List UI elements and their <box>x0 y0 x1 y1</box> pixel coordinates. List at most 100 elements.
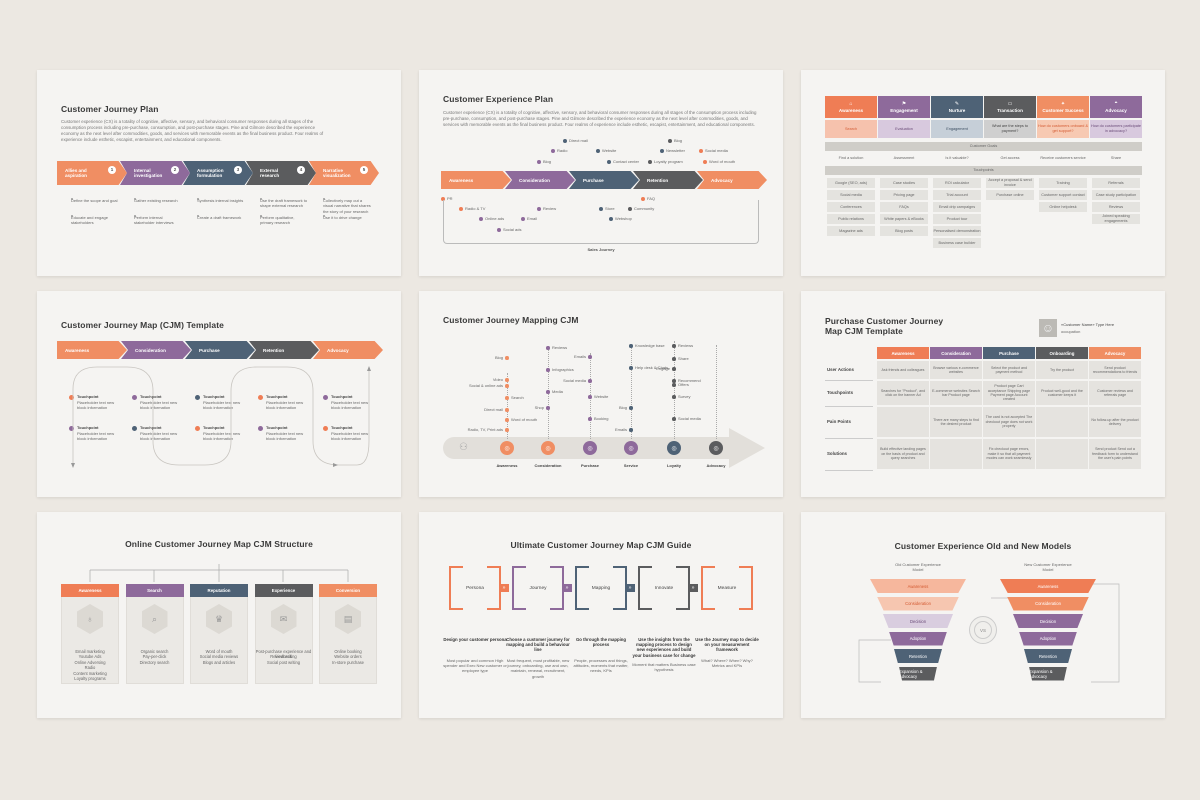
channel-dot <box>672 379 676 383</box>
touchpoint-text: Placeholder text new block information <box>77 431 115 442</box>
stage-label: Customer Success <box>1042 108 1084 113</box>
stem-line <box>674 341 675 439</box>
step-heading: Use the insights from the mapping proces… <box>632 637 696 658</box>
slide-purchase-cjm[interactable]: Purchase Customer Journey Map CJM Templa… <box>801 291 1165 497</box>
stage-question: How do customers participate in advocacy… <box>1090 120 1142 138</box>
table-cell: Searches for "Product", and click on the… <box>877 381 929 405</box>
card-line: Post-purchase experience and feedback <box>255 649 312 660</box>
journey-step-chevron: External research 4 <box>246 161 316 185</box>
slide-online-cjm-structure[interactable]: Online Customer Journey Map CJM Structur… <box>37 512 401 718</box>
channel-dot <box>668 139 672 143</box>
touchpoint-title: Touchpoint <box>203 425 225 430</box>
channel-dot <box>628 207 632 211</box>
slide-cx-old-new-models[interactable]: Customer Experience Old and New Models O… <box>801 512 1165 718</box>
step-bullet: Use the draft framework to shape externa… <box>260 198 308 209</box>
stage-header: ✎ Nurture <box>931 96 983 118</box>
step-label: Internal investigation <box>134 167 163 178</box>
card-line: Organic search <box>140 649 169 654</box>
touchpoint-title: Touchpoint <box>203 394 225 399</box>
table-cell: Send product recommendations to friends <box>1089 361 1141 379</box>
stage-question: How do customers onboard & get support? <box>1037 120 1089 138</box>
stage-chevron: Purchase <box>185 341 255 359</box>
stage-header: ⚑ Engagement <box>878 96 930 118</box>
card-line: In-store purchase <box>332 659 364 665</box>
bullet-text: Synthesis internal insights <box>197 198 244 203</box>
touchpoint-title: Touchpoint <box>266 425 288 430</box>
channel-dot <box>505 378 509 382</box>
card-line: Email marketing <box>75 649 105 654</box>
slide-customer-experience-plan[interactable]: Customer Experience Plan Customer experi… <box>419 70 783 276</box>
table-cell: The card is not accepted The checkout pa… <box>983 407 1035 437</box>
slide-cjm-mapping[interactable]: Customer Journey Mapping CJM ⚇ ◎ Awarenes… <box>419 291 783 497</box>
bullet-text: Define the scope and goal <box>71 198 118 203</box>
channel-dot <box>505 418 509 422</box>
stem-line <box>507 373 508 439</box>
table-cell: E-commerce websites Search bar Product p… <box>930 381 982 405</box>
journey-card <box>125 584 184 684</box>
stage-question: Evaluation <box>878 120 930 138</box>
step-label: Measure <box>717 585 737 591</box>
channel-label: Word of mouth <box>709 159 736 164</box>
stage-label: Transaction <box>997 108 1023 113</box>
stage-label: Loyalty <box>666 463 681 468</box>
channel-label: Review <box>543 206 557 211</box>
table-cell: Select the product and payment method <box>983 361 1035 379</box>
channel-dot <box>672 344 676 348</box>
old-model-label: Old Customer Experience Model <box>895 562 941 572</box>
channel-dot <box>629 406 633 410</box>
channel-label: PR <box>447 196 453 201</box>
channel-label: Reviews <box>552 345 568 350</box>
channel-dot <box>596 149 600 153</box>
channel-dot <box>588 355 592 359</box>
step-heading: Choose a customer journey for mapping an… <box>506 637 570 653</box>
card-icon: ▤ <box>335 604 361 634</box>
slide-customer-journey-plan[interactable]: Customer Journey Plan Customer experienc… <box>37 70 401 276</box>
row-label: Touchpoints <box>827 390 854 395</box>
stage-icon: ✎ <box>954 101 960 107</box>
channel-dot <box>505 356 509 360</box>
touchpoint-dot <box>258 395 263 400</box>
bullet-text: Use it to drive change <box>323 215 362 220</box>
touchpoint-cell: Social media <box>827 190 875 200</box>
bullet-dot <box>71 198 73 200</box>
new-funnel-level: Expansion & Advocacy <box>1029 666 1067 681</box>
stage-icon: ✦ <box>1060 101 1066 107</box>
channel-dot <box>660 149 664 153</box>
slide-journey-grid[interactable]: ⌂ Awareness Search Find a solution Google (S… <box>801 70 1165 276</box>
channel-label: Contact center <box>613 159 640 164</box>
slide-title: Customer Experience Plan <box>443 94 554 104</box>
frame-gap <box>589 565 613 569</box>
sales-journey-bracket <box>443 200 759 244</box>
touchpoint-cell: Blog posts <box>880 226 928 236</box>
row-label: User Actions <box>827 367 854 372</box>
stage-header: ⌂ Awareness <box>825 96 877 118</box>
journey-step-chevron: Allies and aspiration 1 <box>57 161 127 185</box>
touchpoint-text: Placeholder text new block information <box>77 400 115 411</box>
card-header: Conversion <box>319 584 377 597</box>
card-line: Website orders <box>334 654 362 660</box>
arrow-icon: » <box>562 584 572 592</box>
slide-cjm-template[interactable]: Customer Journey Map (CJM) Template Awar… <box>37 291 401 497</box>
stage-header: ▭ Transaction <box>984 96 1036 118</box>
stage-chevron: Advocacy <box>313 341 383 359</box>
channel-label: Webshop <box>615 216 632 221</box>
step-label: Narrative visualization <box>323 167 351 178</box>
table-cell: Product page Cart acceptance Shipping pa… <box>983 381 1035 405</box>
touchpoint-dot <box>323 395 328 400</box>
channel-dot <box>672 395 676 399</box>
frame-gap <box>463 565 487 569</box>
persona-occupation: occupation <box>1061 329 1081 334</box>
table-cell: Build effective landing pages on the bas… <box>877 439 929 469</box>
slide-ultimate-cjm-guide[interactable]: Ultimate Customer Journey Map CJM Guide … <box>419 512 783 718</box>
touchpoint-dot <box>69 395 74 400</box>
step-heading: Go through the mapping process <box>575 637 627 648</box>
channel-label: Shop <box>534 405 544 410</box>
channel-dot <box>505 384 509 388</box>
stage-header: Onboarding <box>1036 347 1088 359</box>
stage-header: Awareness <box>877 347 929 359</box>
step-bullet: Perform internal stakeholder interviews <box>134 215 182 226</box>
old-funnel-level: Retention <box>894 649 942 663</box>
channel-dot <box>551 149 555 153</box>
channel-label: Offers <box>678 382 689 387</box>
arrow-icon: » <box>625 584 635 592</box>
